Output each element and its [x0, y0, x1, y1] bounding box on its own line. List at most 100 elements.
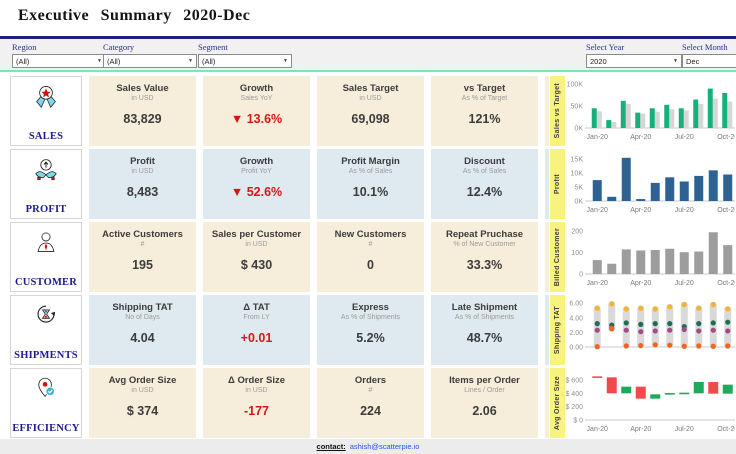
kpi-title: Items per Order [449, 375, 520, 386]
kpi-title: Sales Target [342, 83, 399, 94]
segment-select[interactable]: (All) ▼ [198, 54, 292, 68]
pin-check-icon [32, 375, 60, 408]
kpi-title: Δ Order Size [228, 375, 285, 386]
chart-ylabel: Billed Customer [554, 227, 561, 287]
kpi-subtitle: in USD [245, 387, 268, 394]
row-tint [545, 368, 549, 438]
kpi-title: Express [352, 302, 389, 313]
kpi-value: -177 [243, 404, 270, 418]
svg-text:Oct-20: Oct-20 [717, 207, 735, 214]
kpi-value: 33.3% [466, 258, 503, 272]
row-tint [545, 149, 549, 219]
chart-ylabel-strip: Profit [550, 149, 565, 219]
kpi-value: +0.01 [240, 331, 273, 345]
month-select[interactable]: Dec ▼ [682, 54, 736, 68]
kpi-grid: SALES Sales Value in USD 83,829 Growth S… [0, 72, 736, 438]
kpi-subtitle: Profit YoY [241, 168, 272, 175]
medal-icon [32, 83, 60, 116]
customer-icon-cell: CUSTOMER [10, 222, 82, 292]
kpi-card-repeat-purchase: Repeat Pruchase % of New Customer 33.3% [431, 222, 538, 292]
row-sales: SALES Sales Value in USD 83,829 Growth S… [10, 76, 736, 146]
row-label-profit: PROFIT [25, 204, 67, 215]
svg-text:5K: 5K [574, 185, 583, 192]
filter-category: Category (All) ▼ [103, 42, 197, 68]
sales-vs-target-chart: 0K 50K 100K Jan-20 Apr-20 Jul-20 Oct-20 [567, 82, 735, 141]
contact-email-link[interactable]: ashish@scatterpie.io [349, 442, 420, 451]
region-label: Region [12, 42, 37, 52]
header: Executive Summary 2020-Dec [0, 0, 736, 39]
kpi-subtitle: As % of Sales [348, 168, 393, 175]
kpi-value: 10.1% [352, 185, 389, 199]
chart-ylabel-strip: Shipping TAT [550, 295, 565, 365]
row-label-efficiency: EFFICIENCY [12, 423, 80, 434]
year-value: 2020 [590, 56, 607, 66]
billed-customer-chart-box: 0 100 200 Jan-20 Apr-20 Jul-20 Oct-20 [565, 222, 736, 292]
svg-text:Jul-20: Jul-20 [675, 280, 694, 287]
filter-year: Select Year 2020 ▼ [586, 42, 682, 68]
svg-text:200: 200 [571, 229, 583, 236]
svg-text:$ 600: $ 600 [565, 378, 583, 385]
kpi-subtitle: # [368, 241, 373, 248]
kpi-subtitle: in USD [131, 95, 154, 102]
row-customer: CUSTOMER Active Customers # 195 Sales pe… [10, 222, 736, 292]
svg-text:Oct-20: Oct-20 [717, 134, 735, 141]
svg-text:Jul-20: Jul-20 [675, 426, 694, 433]
kpi-value: 8,483 [126, 185, 159, 199]
chart-ylabel: Avg Order Size [554, 375, 561, 431]
chevron-down-icon: ▼ [283, 58, 288, 64]
shipping-tat-chart: 0.00 2.00 4.00 6.00 [569, 301, 735, 352]
chart-ylabel: Shipping TAT [554, 305, 561, 355]
svg-text:50K: 50K [571, 104, 584, 111]
avg-order-size-chart: $ 0 $ 200 $ 400 $ 600 Jan-20 Apr-20 Jul-20 Oct-… [565, 376, 735, 433]
kpi-value: 224 [360, 404, 381, 418]
kpi-title: Discount [464, 156, 505, 167]
kpi-title: Profit Margin [341, 156, 400, 167]
svg-text:15K: 15K [571, 157, 584, 164]
kpi-value: 12.4% [466, 185, 503, 199]
kpi-subtitle: From LY [243, 314, 270, 321]
chart-ylabel-strip: Billed Customer [550, 222, 565, 292]
svg-text:100: 100 [571, 250, 583, 257]
svg-text:Oct-20: Oct-20 [717, 426, 735, 433]
profit-icon-cell: PROFIT [10, 149, 82, 219]
svg-text:Apr-20: Apr-20 [630, 426, 651, 433]
kpi-card-late-shipment: Late Shipment As % of Shipments 48.7% [431, 295, 538, 365]
kpi-title: Sales Value [116, 83, 169, 94]
person-icon [32, 229, 60, 262]
year-label: Select Year [586, 42, 625, 52]
row-tint [545, 76, 549, 146]
avg-order-size-chart-box: $ 0 $ 200 $ 400 $ 600 Jan-20 Apr-20 Jul-20 Oct-… [565, 368, 736, 438]
chevron-down-icon: ▼ [97, 58, 102, 64]
page-title: Executive Summary 2020-Dec [18, 7, 251, 24]
filter-bar: Region (All) ▼ Category (All) ▼ Segment … [0, 39, 736, 72]
kpi-title: Sales per Customer [211, 229, 302, 240]
row-efficiency: EFFICIENCY Avg Order Size in USD $ 374 Δ… [10, 368, 736, 438]
kpi-subtitle: Sales YoY [240, 95, 273, 102]
chart-ylabel-strip: Avg Order Size [550, 368, 565, 438]
segment-value: (All) [202, 56, 216, 66]
kpi-card-active-customers: Active Customers # 195 [89, 222, 196, 292]
chart-ylabel: Profit [554, 173, 561, 195]
row-shipments: SHIPMENTS Shipping TAT No of Days 4.04 Δ… [10, 295, 736, 365]
year-select[interactable]: 2020 ▼ [586, 54, 682, 68]
svg-text:$ 200: $ 200 [565, 404, 583, 411]
filter-month: Select Month Dec ▼ [682, 42, 736, 68]
svg-text:Jul-20: Jul-20 [675, 134, 694, 141]
svg-text:Jan-20: Jan-20 [587, 426, 609, 433]
svg-text:100K: 100K [567, 82, 584, 89]
kpi-title: Δ TAT [243, 302, 270, 313]
kpi-card-new-customers: New Customers # 0 [317, 222, 424, 292]
kpi-value: 195 [132, 258, 153, 272]
kpi-subtitle: No of Days [125, 314, 160, 321]
svg-text:0K: 0K [574, 126, 583, 133]
shipping-tat-chart-box: 0.00 2.00 4.00 6.00 [565, 295, 736, 365]
shipments-icon-cell: SHIPMENTS [10, 295, 82, 365]
category-label: Category [103, 42, 135, 52]
kpi-card-vs-target: vs Target As % of Target 121% [431, 76, 538, 146]
svg-text:0.00: 0.00 [569, 345, 583, 352]
category-select[interactable]: (All) ▼ [103, 54, 197, 68]
chart-ylabel-strip: Sales vs Target [550, 76, 565, 146]
billed-customer-chart: 0 100 200 Jan-20 Apr-20 Jul-20 Oct-20 [571, 229, 735, 287]
region-select[interactable]: (All) ▼ [12, 54, 106, 68]
kpi-title: Growth [239, 156, 274, 167]
